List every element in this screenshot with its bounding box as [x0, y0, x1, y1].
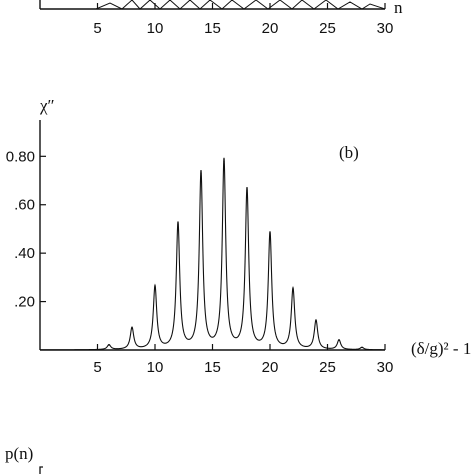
- panel-b-y-tick-label: .40: [14, 245, 35, 262]
- panel-b-peak-point: [131, 327, 133, 329]
- panel-a-x-label: n: [394, 0, 403, 17]
- panel-b-peak-point: [338, 339, 340, 341]
- panel-b-x-tick-label: 5: [93, 359, 101, 376]
- panel-b-peak-point: [223, 160, 225, 162]
- panel-c: p(n): [5, 444, 43, 474]
- panel-a-ticks: 5 10 15 20 25 30: [93, 3, 393, 37]
- panel-b-x-tick-label: 15: [204, 359, 221, 376]
- panel-b-peak-point: [292, 288, 294, 291]
- panel-b-peak-point: [246, 189, 248, 191]
- panel-a-x-tick-label: 10: [147, 20, 164, 37]
- panel-a-curve: [40, 0, 386, 10]
- panel-b-x-label: (δ/g)² - 1: [411, 339, 471, 358]
- panel-b-x-tick-label: 10: [147, 359, 164, 376]
- panel-b-peak-points: [108, 160, 363, 349]
- panel-b-series-line: [40, 157, 385, 351]
- panel-b-peak-point: [269, 233, 271, 235]
- panel-b-peak-point: [154, 286, 156, 288]
- panel-b-y-label: χ″: [39, 96, 55, 115]
- panel-b-y-tick-label: .60: [14, 197, 35, 214]
- panel-b-x-tick-label: 30: [377, 359, 394, 376]
- panel-a-x-tick-label: 20: [262, 20, 279, 37]
- panel-b-peak-point: [361, 346, 363, 349]
- panel-c-y-label: p(n): [5, 444, 33, 463]
- panel-b-y-tick-label: 0.80: [6, 148, 35, 165]
- panel-b-peak-point: [315, 320, 317, 322]
- panel-b-x-ticks: 5 10 15 20 25 30: [93, 344, 393, 376]
- panel-a-x-tick-label: 30: [377, 20, 394, 37]
- panel-b: χ″ (b) 5 10 15 20 25 30 .20 .40 .60 0.80 (δ/g)² …: [6, 96, 472, 376]
- panel-b-y-ticks: .20 .40 .60 0.80: [6, 148, 46, 311]
- panel-b-label: (b): [339, 143, 359, 162]
- panel-a: 5 10 15 20 25 30 n: [39, 0, 403, 37]
- panel-a-x-tick-label: 15: [204, 20, 221, 37]
- panel-b-peak-point: [108, 344, 110, 346]
- panel-b-peak-point: [200, 172, 202, 174]
- panel-c-y-axis: [39, 466, 43, 474]
- panel-a-x-tick-label: 5: [93, 20, 101, 37]
- panel-b-y-tick-label: .20: [14, 294, 35, 311]
- panel-a-x-tick-label: 25: [319, 20, 336, 37]
- panel-b-x-tick-label: 25: [319, 359, 336, 376]
- panel-b-x-tick-label: 20: [262, 359, 279, 376]
- panel-b-peak-point: [177, 223, 179, 225]
